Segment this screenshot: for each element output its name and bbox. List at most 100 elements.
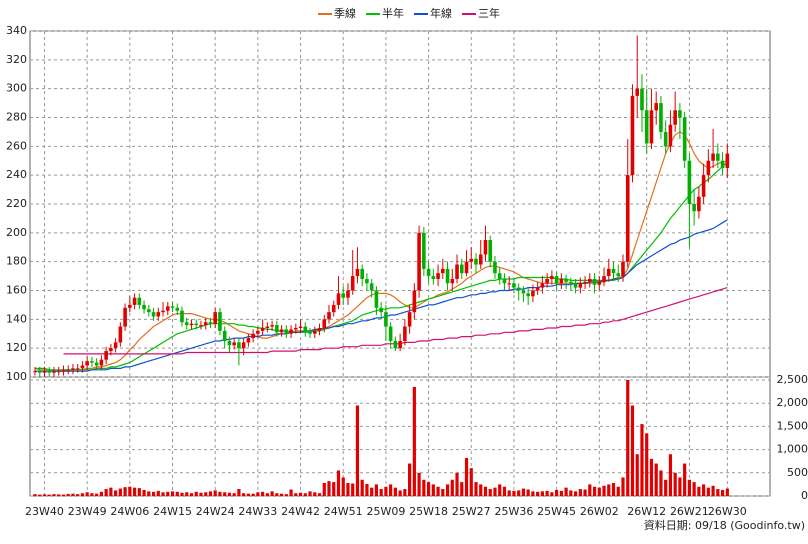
volume-bar <box>640 424 643 496</box>
volume-bar <box>76 494 79 496</box>
volume-bar <box>375 484 378 496</box>
volume-bar <box>508 490 511 496</box>
volume-bar <box>71 494 74 496</box>
candle-body <box>626 175 630 262</box>
volume-bar <box>721 490 724 496</box>
candle-body <box>702 175 706 197</box>
candle-body <box>52 371 56 372</box>
volume-bar <box>304 493 307 496</box>
candle-body <box>664 132 668 146</box>
candle-body <box>33 371 37 372</box>
candle-body <box>484 240 488 254</box>
candle-body <box>142 305 146 309</box>
candle-body <box>645 110 649 143</box>
y2-tick-label: 500 <box>787 466 808 479</box>
volume-bar <box>626 380 629 496</box>
volume-bar <box>546 491 549 496</box>
x-tick-label: 25W36 <box>494 505 533 518</box>
candle-body <box>541 283 545 287</box>
candle-body <box>303 327 307 333</box>
volume-bar <box>275 493 278 496</box>
volume-bar <box>52 494 55 496</box>
volume-bar <box>67 494 70 496</box>
volume-bar <box>190 493 193 496</box>
candle-body <box>85 361 89 365</box>
y-tick-label: 140 <box>6 312 27 325</box>
volume-bar <box>441 489 444 496</box>
candle-body <box>413 291 417 313</box>
y-tick-label: 300 <box>6 82 27 95</box>
volume-bar <box>242 493 245 496</box>
candle-body <box>488 240 492 262</box>
candle-body <box>242 342 246 348</box>
volume-bar <box>716 489 719 496</box>
volume-bar <box>327 481 330 496</box>
candle-body <box>650 110 654 143</box>
x-tick-label: 26W30 <box>708 505 747 518</box>
volume-bar <box>602 486 605 496</box>
x-tick-label: 25W09 <box>366 505 405 518</box>
volume-bar <box>180 493 183 496</box>
volume-bar <box>460 482 463 496</box>
volume-bar <box>612 483 615 496</box>
candle-body <box>469 259 473 262</box>
volume-bar <box>147 491 150 496</box>
candle-body <box>90 361 94 362</box>
candle-body <box>654 103 658 110</box>
candle-body <box>332 305 336 312</box>
y-tick-label: 200 <box>6 226 27 239</box>
volume-bar <box>432 484 435 496</box>
volume-bar <box>636 454 639 496</box>
candle-body <box>62 370 66 371</box>
volume-bar <box>294 493 297 496</box>
volume-bar <box>252 494 255 496</box>
volume-bar <box>484 487 487 496</box>
volume-bar <box>645 433 648 496</box>
volume-bar <box>346 483 349 496</box>
candle-body <box>370 283 374 290</box>
volume-bar <box>555 490 558 496</box>
volume-bar <box>105 489 108 496</box>
volume-bar <box>474 482 477 496</box>
volume-bar <box>631 406 634 496</box>
volume-bar <box>446 484 449 496</box>
candle-body <box>133 298 137 305</box>
candle-body <box>455 265 459 279</box>
candle-body <box>422 233 426 269</box>
legend-label: 三年 <box>478 6 500 20</box>
candle-body <box>109 348 113 351</box>
volume-bar <box>323 483 326 496</box>
candle-body <box>266 327 270 328</box>
volume-bar <box>166 492 169 496</box>
volume-bar <box>522 489 525 496</box>
candle-body <box>526 293 530 296</box>
candle-body <box>275 325 279 332</box>
candle-body <box>697 197 701 211</box>
y-tick-label: 180 <box>6 255 27 268</box>
candle-body <box>213 312 217 324</box>
candle-body <box>71 368 75 369</box>
y2-tick-label: 2,000 <box>777 396 808 409</box>
candle-body <box>450 279 454 283</box>
candle-body <box>711 154 715 161</box>
candle-body <box>522 291 526 294</box>
candle-body <box>678 110 682 117</box>
candle-body <box>218 312 222 331</box>
candle-body <box>635 89 639 96</box>
candle-body <box>564 279 568 282</box>
candle-body <box>161 311 165 312</box>
volume-bar <box>479 484 482 496</box>
candle-body <box>479 254 483 264</box>
candle-body <box>593 279 597 285</box>
candle-body <box>81 365 85 368</box>
y2-tick-label: 1,500 <box>777 419 808 432</box>
candle-body <box>360 269 364 279</box>
candle-body <box>119 327 123 343</box>
candle-body <box>574 283 578 287</box>
volume-bar <box>451 480 454 496</box>
candle-body <box>389 327 393 341</box>
candle-body <box>138 298 142 305</box>
y2-tick-label: 1,000 <box>777 443 808 456</box>
candle-body <box>47 371 51 372</box>
volume-bar <box>394 488 397 496</box>
